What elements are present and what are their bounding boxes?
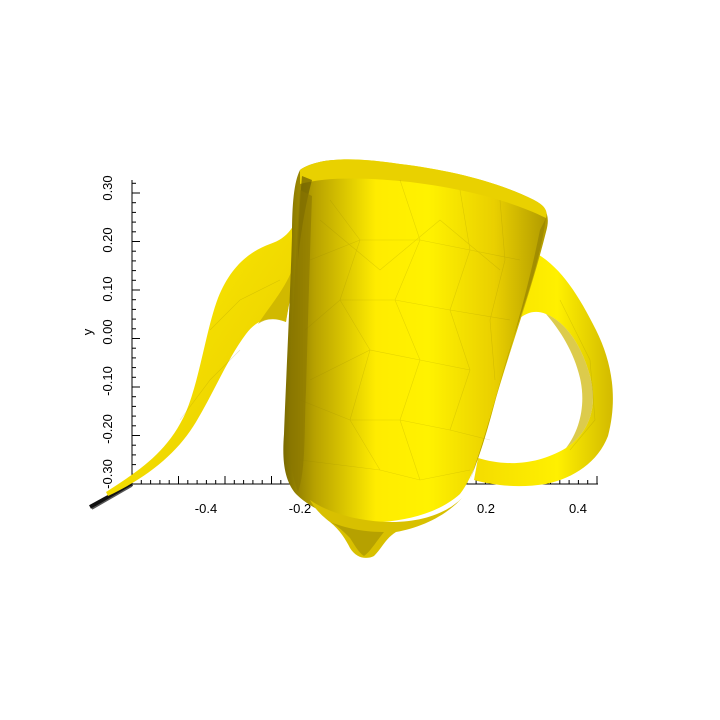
teapot-rim: [300, 159, 547, 218]
teapot-body-right-shade: [470, 218, 546, 480]
teapot-handle: [474, 252, 613, 487]
x-tick-label: -0.2: [289, 501, 311, 516]
y-axis-minor-ticks: [132, 182, 140, 485]
y-tick-label: -0.10: [100, 366, 115, 396]
y-axis-label: y: [80, 328, 95, 335]
x-tick-labels: -0.4 -0.2 0.2 0.4: [195, 501, 587, 516]
teapot-body: [283, 159, 548, 523]
y-tick-label: -0.20: [100, 414, 115, 444]
teapot-base-shadow: [330, 522, 384, 556]
x-tick-label: 0.2: [477, 501, 495, 516]
teapot-mesh[interactable]: [106, 159, 613, 558]
teapot-spout: [106, 206, 300, 496]
teapot-handle-inner-shade: [546, 314, 593, 448]
z-axis-line: [89, 482, 133, 509]
y-tick-labels: 0.30 0.20 0.10 0.00 -0.10 -0.20 -0.30: [100, 175, 115, 488]
teapot-body-left-shade: [289, 190, 312, 492]
teapot-spout-shadow: [258, 236, 300, 324]
x-tick-label: 0.4: [569, 501, 587, 516]
teapot-base: [310, 498, 462, 558]
y-tick-label: 0.00: [100, 319, 115, 344]
y-tick-label: -0.30: [100, 459, 115, 489]
mesh-facets: [179, 179, 596, 481]
y-tick-label: 0.20: [100, 227, 115, 252]
z-axis-line-shade: [91, 485, 133, 510]
x-tick-label: -0.4: [195, 501, 217, 516]
y-tick-label: 0.10: [100, 276, 115, 301]
y-tick-label: 0.30: [100, 175, 115, 200]
